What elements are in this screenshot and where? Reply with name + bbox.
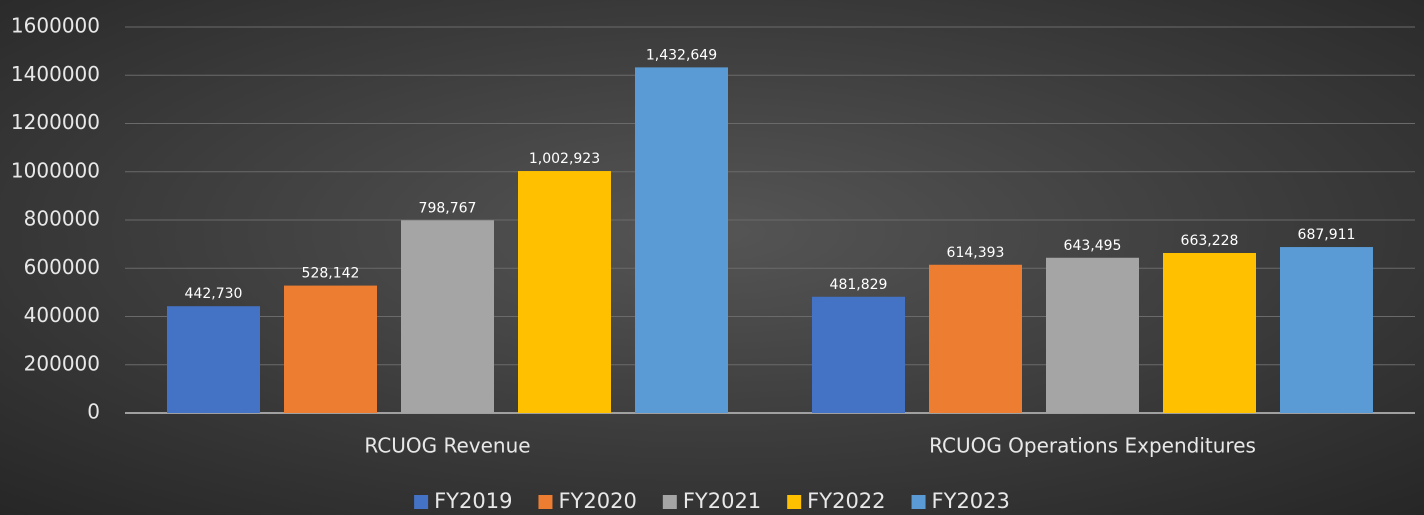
legend-label: FY2023 xyxy=(932,489,1010,513)
y-tick-label: 1200000 xyxy=(11,110,100,134)
bar xyxy=(812,296,905,413)
legend-swatch xyxy=(662,495,677,509)
value-label: 1,002,923 xyxy=(529,151,600,167)
y-tick-label: 1400000 xyxy=(11,62,100,86)
bar xyxy=(518,171,611,413)
bar xyxy=(167,306,260,413)
y-tick-label: 600000 xyxy=(24,255,100,279)
bar xyxy=(635,67,728,414)
value-label: 442,730 xyxy=(185,286,243,302)
y-tick-label: 800000 xyxy=(24,207,100,231)
y-tick-label: 1600000 xyxy=(11,14,100,38)
value-label: 798,767 xyxy=(419,200,477,216)
legend-label: FY2022 xyxy=(807,489,885,513)
value-label: 481,829 xyxy=(830,277,888,293)
bar xyxy=(401,220,494,413)
bar xyxy=(929,264,1022,413)
y-tick-label: 0 xyxy=(87,400,100,424)
x-tick-label: RCUOG Operations Expenditures xyxy=(929,434,1256,458)
legend-label: FY2020 xyxy=(558,489,636,513)
value-label: 643,495 xyxy=(1064,238,1122,254)
value-label: 528,142 xyxy=(302,266,360,282)
y-tick-label: 400000 xyxy=(24,303,100,327)
legend-swatch xyxy=(414,495,429,509)
y-tick-label: 200000 xyxy=(24,351,100,375)
legend-label: FY2019 xyxy=(434,489,512,513)
legend-swatch xyxy=(911,495,926,509)
bar xyxy=(284,285,377,413)
legend: FY2019 FY2020 FY2021 FY2022 FY2023 xyxy=(414,489,1010,513)
bar xyxy=(1046,257,1139,413)
legend-label: FY2021 xyxy=(683,489,761,513)
value-label: 614,393 xyxy=(947,245,1005,261)
value-label: 663,228 xyxy=(1181,233,1239,249)
value-label: 1,432,649 xyxy=(646,47,717,63)
legend-swatch xyxy=(538,495,553,509)
y-tick-label: 1000000 xyxy=(11,158,100,182)
x-tick-label: RCUOG Revenue xyxy=(364,434,530,458)
bar xyxy=(1280,247,1373,413)
bar xyxy=(1163,252,1256,413)
value-label: 687,911 xyxy=(1298,227,1356,243)
legend-swatch xyxy=(787,495,802,509)
